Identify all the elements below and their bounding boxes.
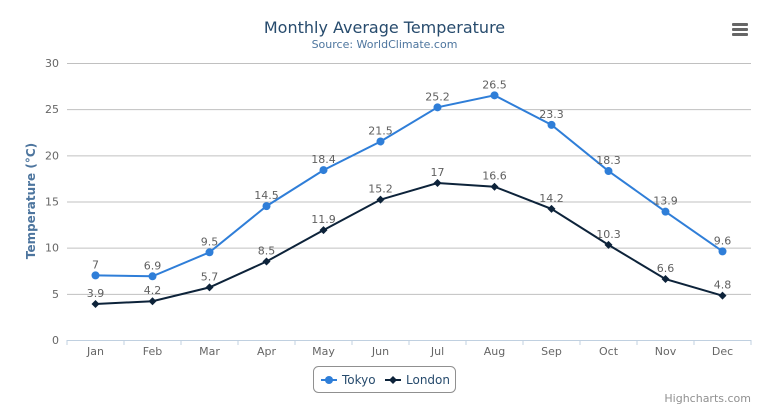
data-label: 6.6 <box>657 262 675 275</box>
data-label: 11.9 <box>311 213 336 226</box>
data-label: 6.9 <box>144 259 162 272</box>
data-label: 9.6 <box>714 234 732 247</box>
data-label: 18.4 <box>311 153 336 166</box>
legend: Tokyo London <box>313 366 456 393</box>
x-tick-label: Jul <box>430 345 444 358</box>
legend-label-tokyo: Tokyo <box>341 373 376 387</box>
data-label: 17 <box>431 166 445 179</box>
data-label: 8.5 <box>258 245 276 258</box>
series-line <box>95 94 724 278</box>
y-tick-label: 5 <box>52 288 59 301</box>
x-tick-label: Oct <box>599 345 619 358</box>
y-tick-label: 10 <box>45 242 59 255</box>
data-point <box>205 248 214 257</box>
x-tick-label: May <box>312 345 335 358</box>
data-label: 26.5 <box>482 78 507 91</box>
y-tick-label: 30 <box>45 57 59 70</box>
data-label: 25.2 <box>425 90 450 103</box>
data-label: 15.2 <box>368 183 393 196</box>
data-point <box>718 291 727 300</box>
data-label: 5.7 <box>201 270 219 283</box>
data-point <box>433 103 442 112</box>
data-point <box>547 120 556 129</box>
x-tick-label: Jun <box>371 345 389 358</box>
y-tick-label: 20 <box>45 149 59 162</box>
x-tick-label: Nov <box>655 345 677 358</box>
legend-item-tokyo[interactable]: Tokyo <box>321 373 376 387</box>
data-label: 3.9 <box>87 287 105 300</box>
x-tick-label: Jan <box>86 345 104 358</box>
data-point <box>91 299 100 308</box>
data-label: 4.2 <box>144 284 162 297</box>
data-point <box>91 271 100 280</box>
data-point <box>547 204 556 213</box>
data-point <box>661 207 670 216</box>
data-point <box>376 195 385 204</box>
data-label: 18.3 <box>596 154 621 167</box>
legend-item-london[interactable]: London <box>385 373 450 387</box>
y-tick-label: 25 <box>45 103 59 116</box>
data-label: 16.6 <box>482 170 507 183</box>
diamond-marker-icon <box>389 376 397 384</box>
credits-link[interactable]: Highcharts.com <box>664 392 751 405</box>
data-point <box>661 275 670 284</box>
data-label: 10.3 <box>596 228 621 241</box>
data-label: 23.3 <box>539 108 564 121</box>
data-point <box>262 257 271 266</box>
data-point <box>148 297 157 306</box>
data-label: 14.5 <box>254 189 279 202</box>
data-point <box>262 202 271 211</box>
hamburger-menu-icon[interactable] <box>732 23 748 36</box>
y-axis-title: Temperature (°C) <box>24 143 38 259</box>
x-tick-label: Feb <box>143 345 162 358</box>
chart-subtitle: Source: WorldClimate.com <box>312 38 458 51</box>
x-tick-label: Mar <box>199 345 220 358</box>
legend-label-london: London <box>406 373 450 387</box>
data-point <box>376 137 385 146</box>
x-tick-label: Sep <box>541 345 562 358</box>
data-point <box>148 272 157 281</box>
data-label: 9.5 <box>201 235 219 248</box>
data-label: 13.9 <box>653 195 678 208</box>
data-label: 7 <box>92 258 99 271</box>
data-label: 14.2 <box>539 192 564 205</box>
data-point <box>490 182 499 191</box>
data-point <box>604 167 613 176</box>
x-tick-label: Aug <box>484 345 505 358</box>
data-point <box>205 283 214 292</box>
series-london: 3.9 4.2 5.7 8.5 11.9 15.2 17 16.6 14.2 10.3 6.6 4.8 <box>87 166 732 308</box>
data-label: 4.8 <box>714 279 732 292</box>
data-label: 21.5 <box>368 124 393 137</box>
y-tick-label: 15 <box>45 196 59 209</box>
circle-marker-icon <box>325 376 333 384</box>
series-line <box>95 182 723 305</box>
data-point <box>718 247 727 256</box>
data-point <box>490 91 499 100</box>
y-tick-label: 0 <box>52 334 59 347</box>
x-tick-label: Dec <box>712 345 733 358</box>
chart-title: Monthly Average Temperature <box>264 18 505 37</box>
x-tick-label: Apr <box>257 345 277 358</box>
data-point <box>433 179 442 188</box>
data-point <box>319 166 328 175</box>
data-point <box>319 226 328 235</box>
series-tokyo: 7 6.9 9.5 14.5 18.4 21.5 25.2 26.5 23.3 18.3 13.9 9… <box>91 78 732 281</box>
data-point <box>604 240 613 249</box>
